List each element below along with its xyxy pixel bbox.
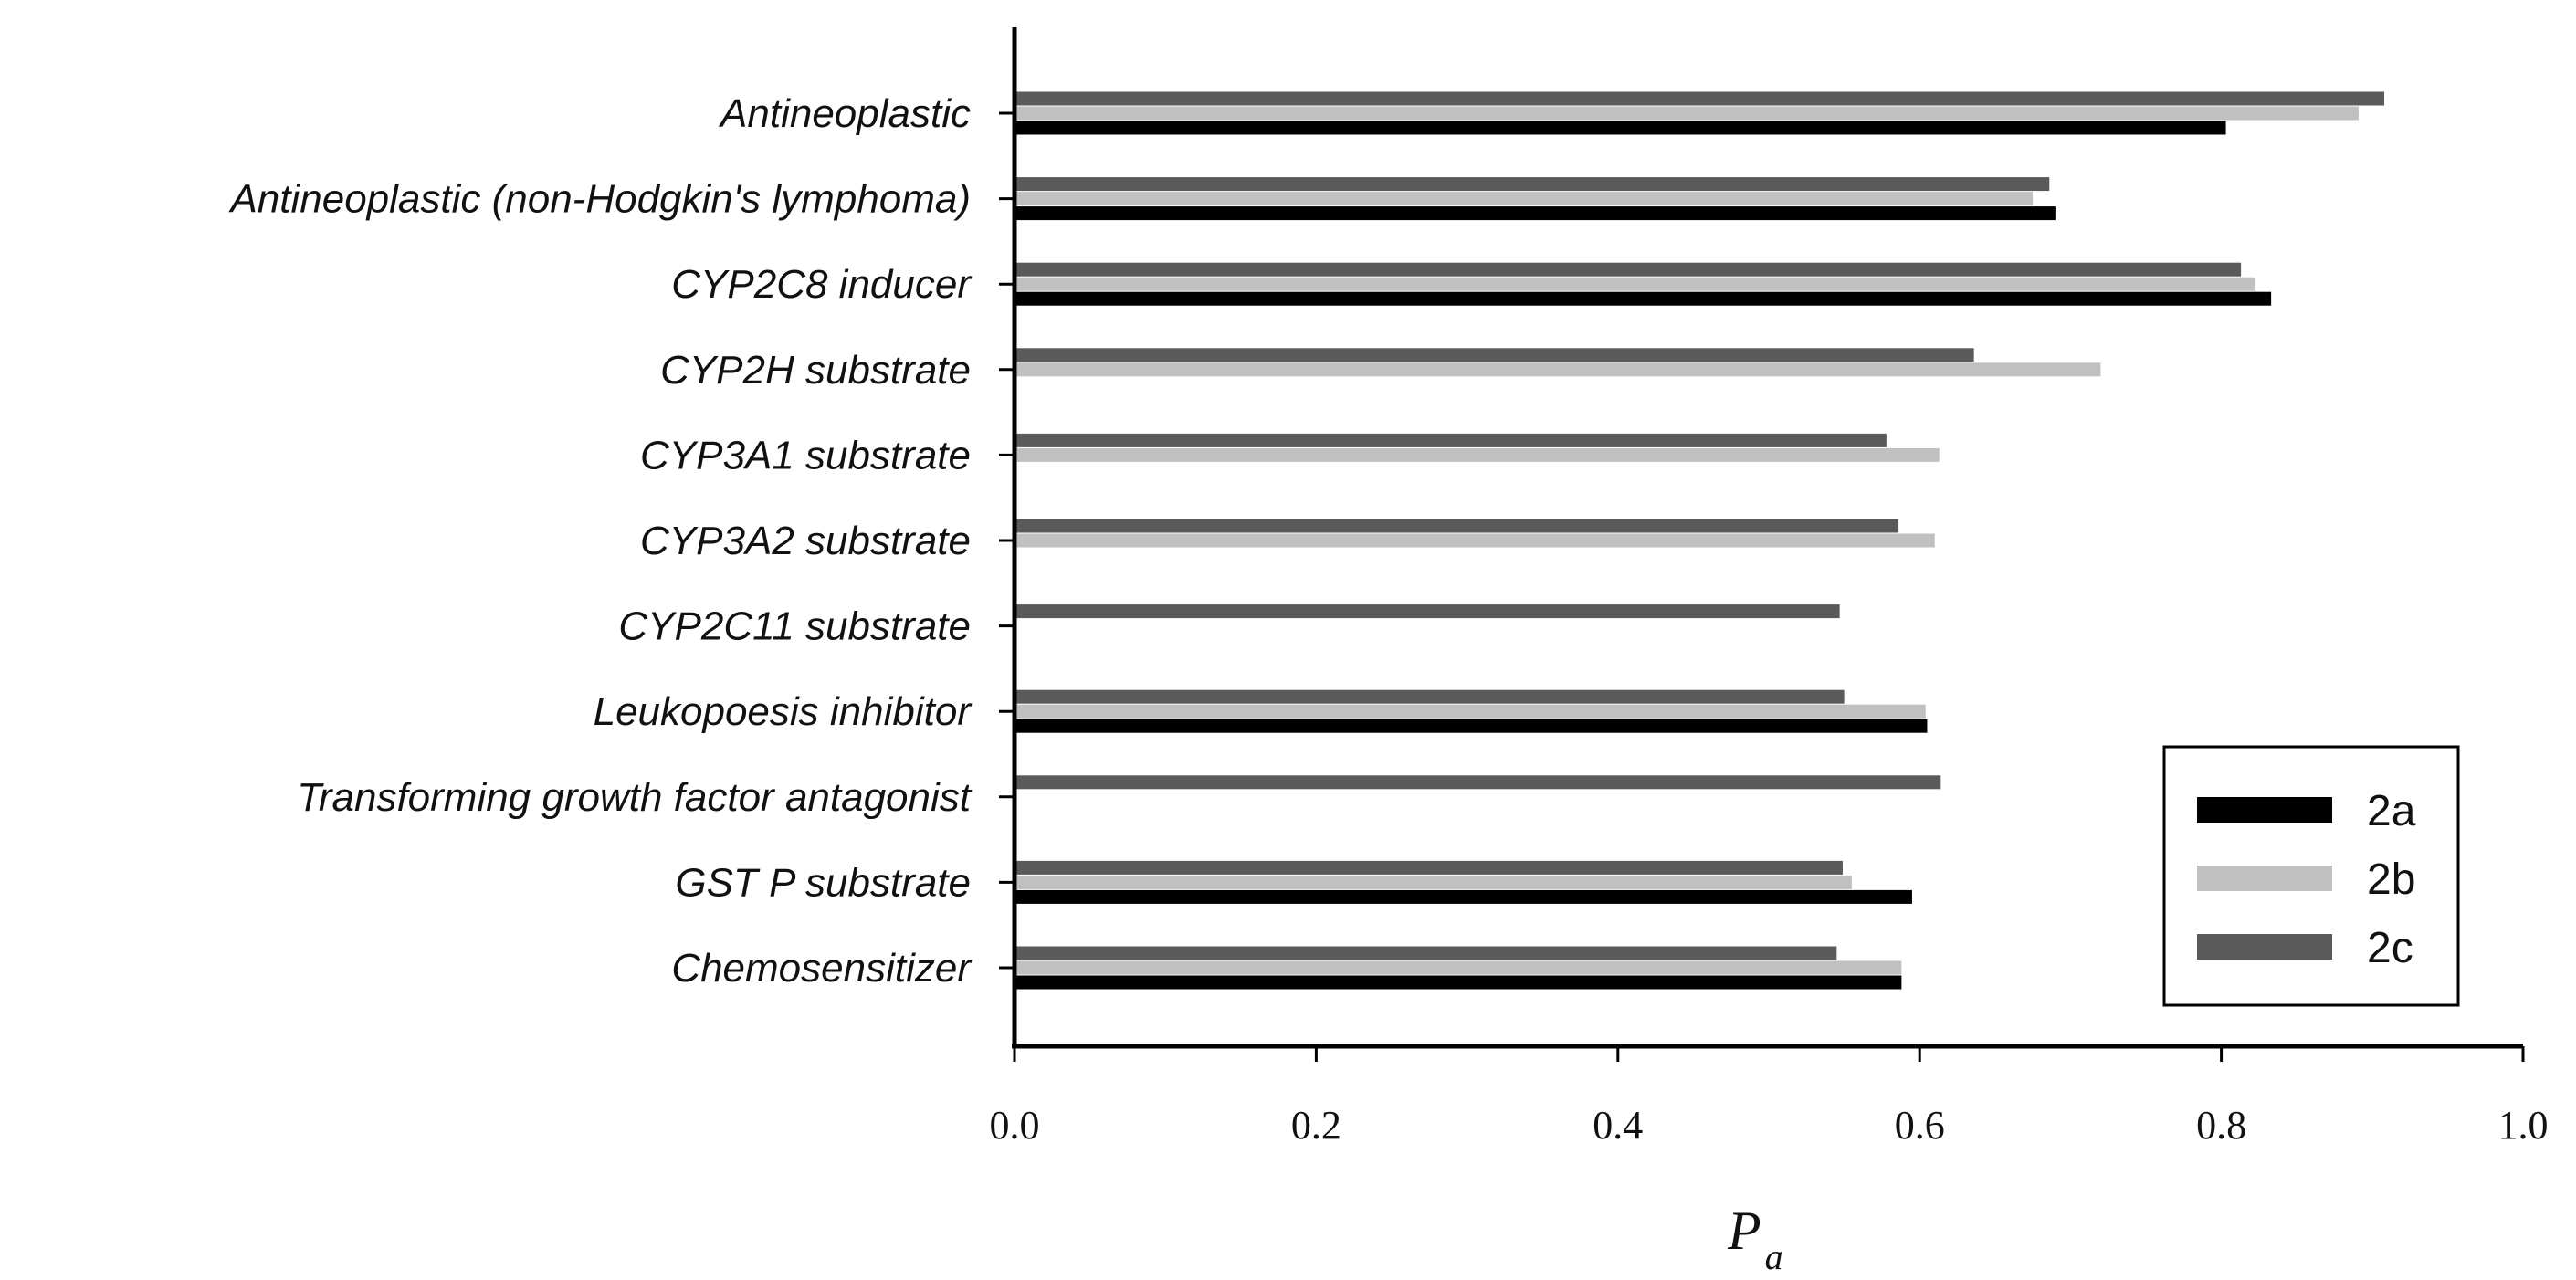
category-label: CYP3A2 substrate	[640, 519, 971, 563]
bar-2c	[1015, 348, 1974, 362]
bar-2a	[1015, 291, 2272, 306]
bar-2a	[1015, 975, 1902, 990]
bar-2b	[1015, 277, 2255, 291]
bar-2a	[1015, 121, 2226, 135]
category-label: Transforming growth factor antagonist	[297, 775, 973, 820]
bars-group	[1015, 91, 2385, 990]
bar-2c	[1015, 604, 1840, 619]
bar-2c	[1015, 519, 1899, 533]
legend: 2a 2b 2c	[2162, 745, 2460, 1007]
bar-2c	[1015, 946, 1837, 960]
legend-label-2c: 2c	[2367, 924, 2413, 972]
bar-2b	[1015, 960, 1902, 975]
bar-2b	[1015, 447, 1940, 462]
legend-swatch-2c	[2197, 934, 2332, 960]
bar-2b	[1015, 106, 2359, 121]
bar-2c	[1015, 91, 2385, 106]
category-label: CYP2C11 substrate	[618, 604, 971, 649]
legend-label-2a: 2a	[2367, 787, 2416, 835]
bar-2c	[1015, 177, 2050, 192]
legend-swatch-2b	[2197, 866, 2332, 891]
bar-2b	[1015, 704, 1926, 719]
legend-label-2b: 2b	[2367, 855, 2415, 904]
category-label: Antineoplastic (non-Hodgkin's lymphoma)	[227, 177, 971, 222]
bar-2c	[1015, 775, 1941, 790]
bar-2a	[1015, 719, 1928, 733]
bar-2b	[1015, 533, 1935, 548]
bar-2c	[1015, 262, 2242, 277]
bar-2b	[1015, 362, 2101, 377]
bar-2c	[1015, 860, 1843, 875]
category-label: CYP2H substrate	[660, 348, 971, 393]
x-tick-label: 0.2	[1291, 1103, 1341, 1148]
category-labels: Antineoplastic Antineoplastic (non-Hodgki…	[227, 91, 973, 991]
bar-2c	[1015, 433, 1887, 447]
bar-2a	[1015, 889, 1912, 904]
category-label: Chemosensitizer	[671, 946, 973, 991]
bar-2a	[1015, 206, 2056, 221]
category-label: Leukopoesis inhibitor	[594, 689, 973, 734]
x-tick-label: 0.0	[990, 1103, 1040, 1148]
x-axis-ticks: 0.0 0.2 0.4 0.6 0.8 1.0	[990, 111, 2549, 1148]
bar-2c	[1015, 689, 1845, 704]
x-tick-label: 0.4	[1593, 1103, 1643, 1148]
category-label: CYP2C8 inducer	[671, 262, 973, 307]
category-label: Antineoplastic	[718, 91, 971, 136]
bar-2b	[1015, 875, 1852, 889]
bar-2b	[1015, 192, 2034, 206]
x-tick-label: 0.8	[2196, 1103, 2246, 1148]
x-tick-label: 0.6	[1895, 1103, 1945, 1148]
x-tick-label: 1.0	[2498, 1103, 2549, 1148]
category-label: GST P substrate	[675, 860, 971, 905]
legend-swatch-2a	[2197, 797, 2332, 823]
category-label: CYP3A1 substrate	[640, 433, 971, 477]
